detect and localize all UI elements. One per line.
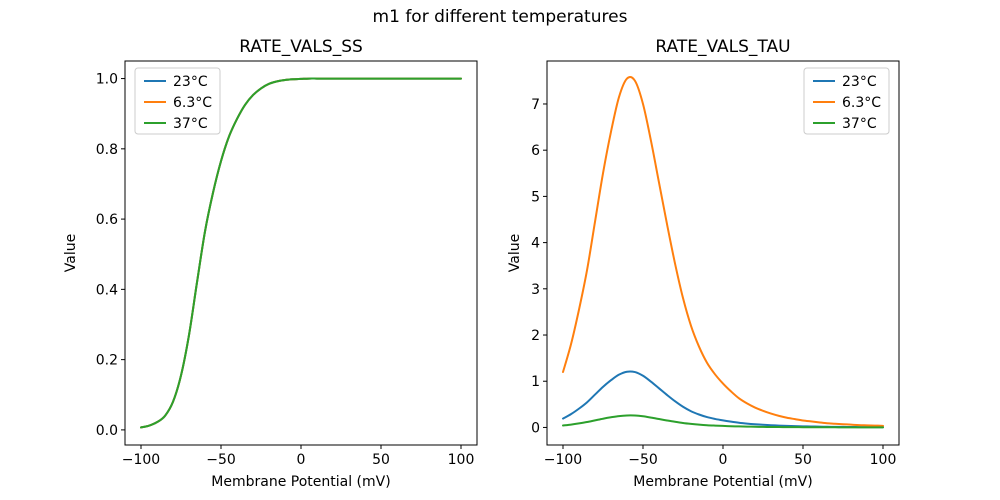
y-tick-label: 0.8 [96, 142, 118, 158]
x-tick-label: −100 [544, 452, 582, 468]
legend-label: 23°C [173, 74, 208, 90]
legend-box [134, 67, 221, 135]
x-axis-label: Membrane Potential (mV) [211, 474, 390, 490]
y-axis-label: Value [507, 234, 523, 272]
subplot-rate_vals_tau: −100 −50 0 50 100 0 1 2 3 4 5 6 7 RATE_VALS_TAU Membra… [507, 37, 900, 490]
legend: 23°C 6.3°C 37°C [803, 67, 890, 135]
subplot-title: RATE_VALS_SS [239, 37, 363, 57]
y-tick-label: 0.2 [96, 353, 118, 369]
legend-label: 6.3°C [173, 95, 212, 111]
x-tick-label: 100 [870, 452, 897, 468]
subplot-rate_vals_ss: −100 −50 0 50 100 0.0 0.2 0.4 0.6 0.8 1.0 RATE_VALS… [63, 37, 478, 490]
legend-box [803, 67, 890, 135]
x-tick-label: 100 [448, 452, 475, 468]
y-tick-label: 0 [531, 420, 540, 436]
legend-label: 37°C [842, 116, 877, 132]
y-tick-label: 1 [531, 374, 540, 390]
series-line-23C [562, 370, 884, 429]
x-axis-label: Membrane Potential (mV) [633, 474, 812, 490]
figure-suptitle: m1 for different temperatures [372, 7, 628, 27]
y-tick-label: 1.0 [96, 72, 118, 88]
y-tick-label: 0.0 [96, 423, 118, 439]
x-tick-label: −50 [206, 452, 236, 468]
y-tick-label: 3 [531, 282, 540, 298]
legend: 23°C 6.3°C 37°C [134, 67, 221, 135]
y-tick-label: 0.6 [96, 212, 118, 228]
y-tick-label: 0.4 [96, 282, 118, 298]
legend-label: 6.3°C [842, 95, 881, 111]
x-tick-label: 0 [297, 452, 306, 468]
y-tick-label: 7 [531, 97, 540, 113]
x-tick-label: −100 [122, 452, 160, 468]
x-tick-label: 50 [794, 452, 812, 468]
y-tick-label: 6 [531, 143, 540, 159]
x-tick-label: 50 [372, 452, 390, 468]
y-axis-label: Value [63, 234, 79, 272]
subplot-title: RATE_VALS_TAU [655, 37, 790, 57]
x-tick-label: 0 [719, 452, 728, 468]
y-tick-label: 4 [531, 236, 540, 252]
legend-label: 37°C [173, 116, 208, 132]
x-tick-label: −50 [628, 452, 658, 468]
series-line-6.3C [562, 75, 884, 427]
y-tick-label: 5 [531, 189, 540, 205]
series-line-37C [140, 77, 462, 429]
y-tick-label: 2 [531, 328, 540, 344]
series-line-37C [562, 414, 884, 429]
legend-label: 23°C [842, 74, 877, 90]
